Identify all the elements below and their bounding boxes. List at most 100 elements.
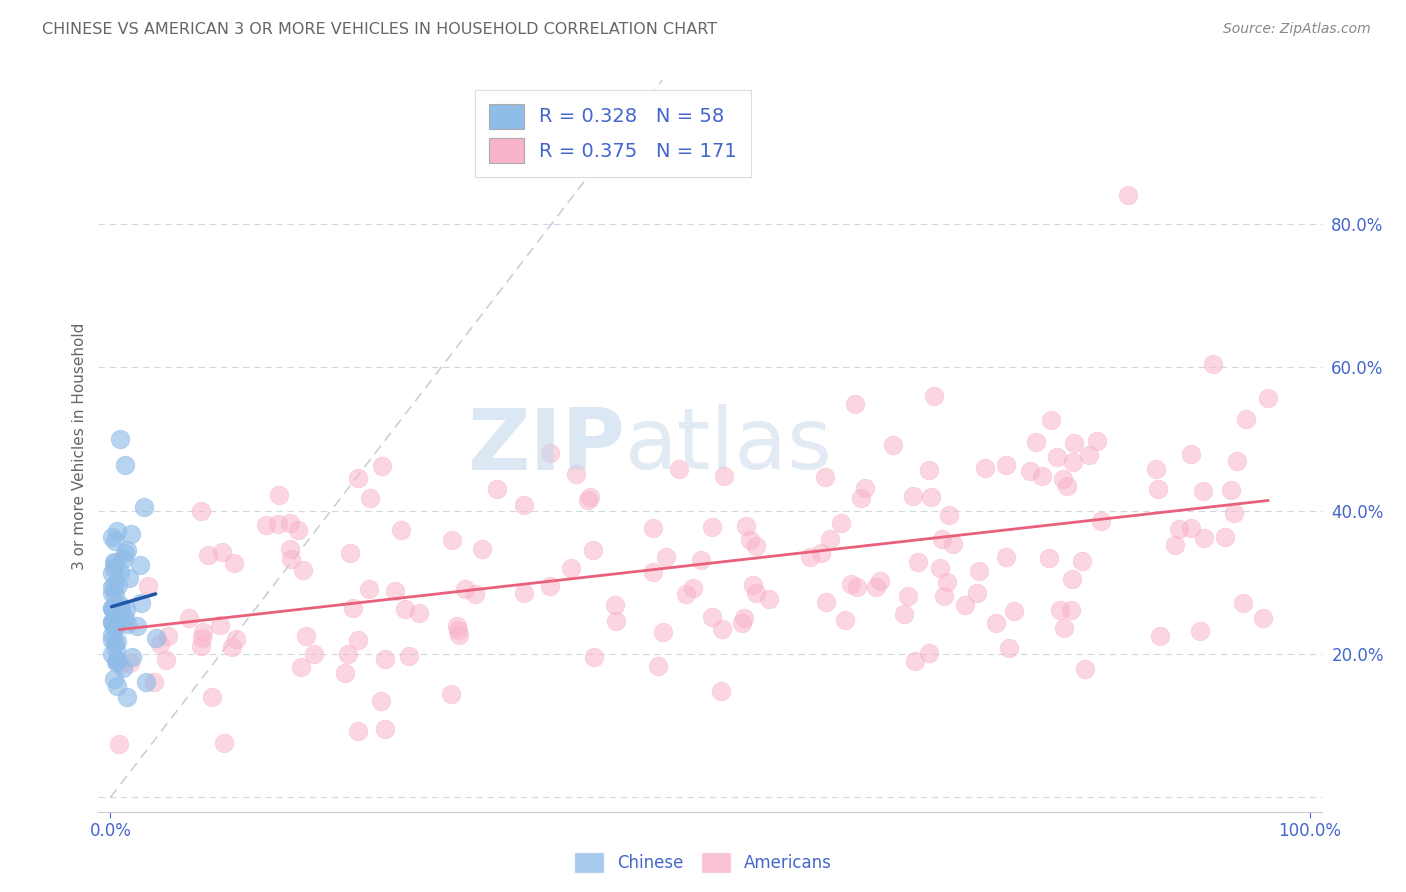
Point <box>157 629 180 643</box>
Point <box>603 598 626 612</box>
Point <box>105 634 128 648</box>
Point <box>579 490 602 504</box>
Point <box>446 619 468 633</box>
Point <box>935 575 957 590</box>
Text: CHINESE VS AMERICAN 3 OR MORE VEHICLES IN HOUSEHOLD CORRELATION CHART: CHINESE VS AMERICAN 3 OR MORE VEHICLES I… <box>42 22 717 37</box>
Point <box>560 561 582 575</box>
Point <box>103 620 125 634</box>
Point <box>104 587 127 601</box>
Point <box>1078 448 1101 462</box>
Point <box>582 650 605 665</box>
Text: ZIP: ZIP <box>467 404 624 488</box>
Point <box>1234 412 1257 426</box>
Point <box>111 552 134 566</box>
Point <box>108 737 131 751</box>
Point <box>108 614 131 628</box>
Point <box>107 577 129 591</box>
Point <box>104 643 127 657</box>
Point <box>454 582 477 596</box>
Point <box>103 534 125 549</box>
Point <box>197 548 219 562</box>
Point <box>938 508 960 523</box>
Point <box>538 579 561 593</box>
Point <box>374 722 396 736</box>
Point <box>710 684 733 698</box>
Point <box>136 579 159 593</box>
Point <box>359 582 381 597</box>
Point <box>1164 538 1187 552</box>
Point <box>513 586 536 600</box>
Point <box>100 615 122 629</box>
Point <box>287 523 309 537</box>
Point <box>177 611 200 625</box>
Point <box>108 432 131 446</box>
Point <box>647 659 669 673</box>
Point <box>107 654 129 668</box>
Point <box>115 602 138 616</box>
Text: Source: ZipAtlas.com: Source: ZipAtlas.com <box>1223 22 1371 37</box>
Point <box>1038 550 1060 565</box>
Point <box>254 518 277 533</box>
Point <box>464 587 486 601</box>
Point <box>145 632 167 646</box>
Point <box>538 446 561 460</box>
Point <box>1116 188 1139 202</box>
Point <box>121 650 143 665</box>
Point <box>155 653 177 667</box>
Point <box>212 736 235 750</box>
Point <box>278 516 301 531</box>
Point <box>211 545 233 559</box>
Point <box>1257 391 1279 405</box>
Point <box>966 586 988 600</box>
Point <box>1039 413 1062 427</box>
Point <box>132 500 155 514</box>
Point <box>675 587 697 601</box>
Point <box>190 640 212 654</box>
Point <box>758 591 780 606</box>
Point <box>700 609 723 624</box>
Point <box>918 463 941 477</box>
Point <box>104 556 127 570</box>
Point <box>370 694 392 708</box>
Point <box>302 647 325 661</box>
Point <box>107 653 129 667</box>
Point <box>893 607 915 621</box>
Point <box>818 533 841 547</box>
Point <box>295 629 318 643</box>
Point <box>342 601 364 615</box>
Point <box>1144 462 1167 476</box>
Point <box>347 632 370 647</box>
Point <box>846 580 869 594</box>
Point <box>932 590 955 604</box>
Point <box>114 546 136 560</box>
Point <box>1025 434 1047 449</box>
Legend: Chinese, Americans: Chinese, Americans <box>568 846 838 880</box>
Point <box>118 656 141 670</box>
Point <box>1090 514 1112 528</box>
Point <box>907 555 929 569</box>
Point <box>844 396 866 410</box>
Point <box>486 482 509 496</box>
Point <box>641 565 664 579</box>
Point <box>700 520 723 534</box>
Point <box>441 533 464 548</box>
Point <box>394 601 416 615</box>
Point <box>143 675 166 690</box>
Point <box>101 531 124 545</box>
Point <box>745 585 768 599</box>
Point <box>1019 464 1042 478</box>
Point <box>471 541 494 556</box>
Point <box>104 615 127 630</box>
Point <box>100 628 122 642</box>
Point <box>953 598 976 612</box>
Point <box>384 583 406 598</box>
Point <box>1046 450 1069 464</box>
Point <box>278 541 301 556</box>
Point <box>447 623 470 637</box>
Point <box>103 555 125 569</box>
Point <box>389 523 412 537</box>
Point <box>190 504 212 518</box>
Point <box>108 657 131 671</box>
Point <box>1070 554 1092 568</box>
Point <box>1232 596 1254 610</box>
